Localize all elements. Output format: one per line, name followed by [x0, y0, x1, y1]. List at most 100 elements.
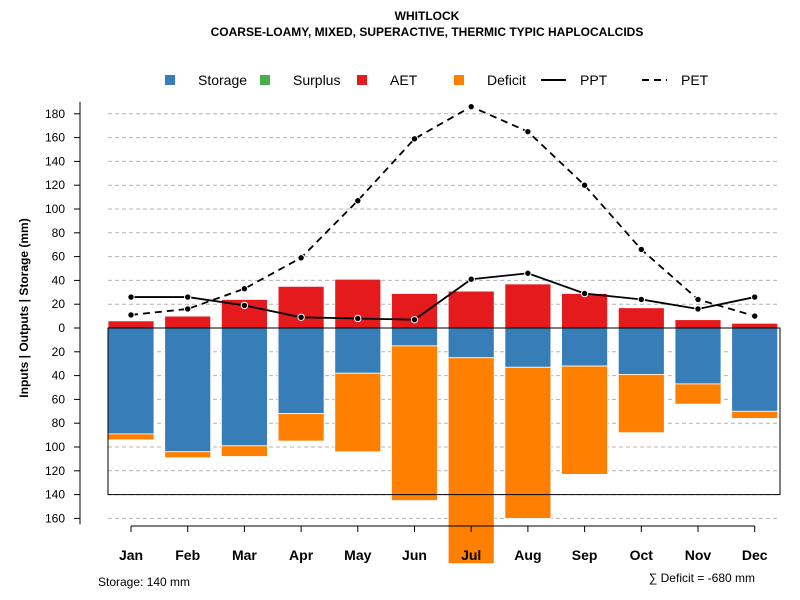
y-tick-label: 80: [52, 226, 66, 240]
x-tick-label: Jun: [402, 547, 427, 563]
bar-deficit: [164, 451, 212, 459]
y-tick-label: 0: [58, 321, 65, 335]
bar-storage: [220, 327, 268, 447]
pet-point: [240, 285, 249, 293]
bar-aet: [561, 293, 608, 329]
x-tick-label: Feb: [175, 547, 200, 563]
bar-storage: [107, 327, 155, 435]
ppt-point: [240, 301, 249, 310]
legend-swatch-surplus: [260, 75, 270, 85]
legend-label-deficit: Deficit: [487, 72, 526, 88]
ppt-point: [467, 275, 475, 283]
bar-deficit: [277, 413, 325, 442]
y-tick-label: 20: [52, 345, 66, 359]
legend: Storage Surplus AET Deficit PPT PET: [165, 72, 709, 88]
bar-deficit: [447, 357, 495, 565]
y-tick-label: 180: [45, 107, 65, 121]
bar-storage: [617, 327, 665, 375]
bar-storage: [447, 327, 495, 359]
ppt-line: [131, 272, 755, 321]
bar-storage: [504, 327, 552, 368]
legend-swatch-aet: [357, 75, 367, 85]
pet-point: [751, 312, 759, 320]
bar-storage: [731, 327, 779, 412]
y-tick-label: 140: [45, 488, 65, 502]
ppt-point: [410, 315, 419, 324]
bar-deficit: [731, 410, 779, 419]
bars: [107, 278, 779, 565]
ppt-point: [354, 314, 362, 323]
y-tick-label: 60: [52, 250, 66, 264]
legend-swatch-storage: [165, 75, 175, 85]
ppt-point: [184, 293, 192, 301]
x-tick-label: Oct: [630, 547, 654, 563]
y-tick-label: 160: [45, 131, 65, 145]
bar-deficit: [391, 345, 438, 501]
y-tick-label: 140: [45, 154, 65, 168]
bar-deficit: [504, 366, 552, 519]
bar-deficit: [107, 433, 155, 441]
x-tick-label: May: [344, 547, 371, 563]
pet-point: [580, 181, 589, 189]
legend-label-pet: PET: [681, 72, 709, 88]
y-tick-label: 40: [52, 369, 66, 383]
legend-label-ppt: PPT: [580, 72, 608, 88]
bar-storage: [277, 327, 325, 415]
gridlines: [108, 113, 780, 519]
bar-deficit: [617, 374, 665, 434]
bar-aet: [674, 319, 722, 329]
bar-aet: [731, 322, 779, 329]
y-tick-label: 120: [45, 464, 65, 478]
bar-aet: [164, 315, 212, 329]
deficit-sum-label: ∑ Deficit = -680 mm: [649, 571, 755, 585]
y-tick-label: 60: [52, 392, 66, 406]
bar-aet: [504, 283, 552, 329]
storage-capacity-box: [107, 327, 781, 496]
x-tick-label: Jan: [119, 547, 143, 563]
legend-swatch-deficit: [454, 75, 464, 85]
storage-capacity-label: Storage: 140 mm: [98, 575, 190, 589]
bar-aet: [447, 290, 495, 329]
bar-storage: [334, 327, 382, 374]
y-axis-label: Inputs | Outputs | Storage (mm): [17, 218, 31, 397]
y-tick-label: 160: [45, 511, 65, 525]
x-tick-label: Mar: [232, 547, 257, 563]
bar-deficit: [674, 383, 722, 405]
y-tick-label: 100: [45, 440, 65, 454]
bar-aet: [107, 320, 155, 329]
y-tick-label: 100: [45, 202, 65, 216]
x-tick-label: Aug: [514, 547, 541, 563]
pet-point: [467, 102, 475, 111]
bar-storage: [674, 327, 722, 385]
x-tick-label: Nov: [685, 547, 712, 563]
pet-point: [637, 245, 645, 254]
legend-label-aet: AET: [390, 72, 418, 88]
bar-deficit: [561, 365, 608, 475]
pet-point: [127, 311, 135, 319]
x-tick-label: Jul: [461, 547, 481, 563]
pet-line: [130, 105, 755, 317]
series-lines: [127, 102, 759, 324]
pet-point: [297, 254, 305, 262]
legend-label-storage: Storage: [198, 72, 247, 88]
pet-point: [354, 196, 362, 205]
ppt-point: [637, 295, 645, 304]
ppt-point: [751, 293, 759, 301]
ppt-point: [524, 269, 532, 277]
bar-storage: [561, 327, 608, 367]
legend-label-surplus: Surplus: [293, 72, 340, 88]
ppt-point: [297, 313, 305, 321]
bar-storage: [164, 327, 212, 453]
x-tick-label: Apr: [289, 547, 314, 563]
bar-deficit: [334, 372, 382, 453]
ppt-point: [580, 289, 589, 298]
y-tick-label: 80: [52, 416, 66, 430]
ppt-point: [694, 305, 702, 313]
ppt-point: [127, 293, 135, 301]
pet-point: [694, 295, 702, 304]
chart-subtitle: COARSE-LOAMY, MIXED, SUPERACTIVE, THERMI…: [211, 25, 644, 39]
y-tick-label: 20: [52, 297, 66, 311]
pet-point: [524, 127, 532, 136]
pet-point: [184, 305, 192, 313]
